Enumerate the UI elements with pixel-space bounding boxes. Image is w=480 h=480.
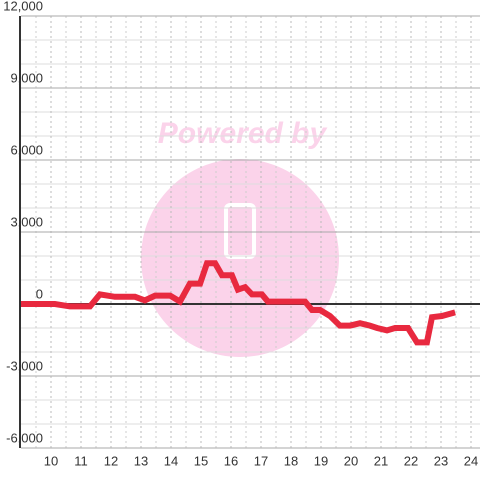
x-tick-label: 15 <box>194 453 208 468</box>
x-tick-label: 17 <box>254 453 268 468</box>
x-tick-label: 13 <box>134 453 148 468</box>
watermark-icon <box>224 203 256 259</box>
x-tick-label: 23 <box>434 453 448 468</box>
x-tick-label: 18 <box>284 453 298 468</box>
y-tick-label: -3,000 <box>6 358 43 373</box>
x-tick-label: 11 <box>74 453 88 468</box>
watermark-text: Powered by <box>158 117 328 150</box>
x-tick-label: 24 <box>464 453 478 468</box>
x-tick-label: 22 <box>404 453 418 468</box>
x-tick-label: 21 <box>374 453 388 468</box>
y-tick-label: 9,000 <box>10 70 43 85</box>
y-tick-label: 6,000 <box>10 142 43 157</box>
x-tick-label: 14 <box>164 453 178 468</box>
x-tick-label: 20 <box>344 453 358 468</box>
y-tick-label: 12,000 <box>3 0 43 13</box>
y-tick-label: 3,000 <box>10 214 43 229</box>
y-tick-label: -6,000 <box>6 430 43 445</box>
y-tick-label: 0 <box>36 286 43 301</box>
x-tick-label: 19 <box>314 453 328 468</box>
data-line <box>21 260 456 346</box>
x-tick-label: 16 <box>224 453 238 468</box>
x-tick-label: 12 <box>104 453 118 468</box>
x-tick-label: 10 <box>44 453 58 468</box>
